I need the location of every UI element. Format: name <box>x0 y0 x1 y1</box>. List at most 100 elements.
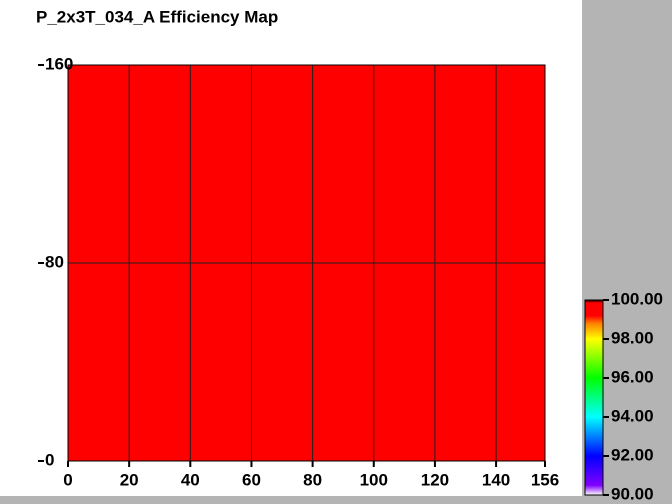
heat-cell <box>471 164 509 214</box>
heat-cell <box>434 411 473 462</box>
heat-cell <box>398 263 436 313</box>
heat-cell <box>68 164 106 214</box>
heat-cell <box>214 263 252 313</box>
x-tick-label: 120 <box>421 470 449 489</box>
heat-cell <box>288 213 326 264</box>
heat-cell <box>141 164 179 214</box>
colorbar-tick-label: 90.00 <box>611 484 654 503</box>
heat-cell <box>141 263 179 313</box>
heat-cell <box>471 65 509 115</box>
heat-cell <box>141 114 179 165</box>
x-tick-label: 20 <box>120 470 139 489</box>
heat-cell <box>68 312 106 363</box>
heat-cell <box>251 213 289 264</box>
heat-cell <box>214 362 252 412</box>
heat-cell <box>398 312 436 363</box>
heat-cell <box>178 362 216 412</box>
x-tick-label: 156 <box>531 470 559 489</box>
y-tick-label: 80 <box>45 252 64 271</box>
heat-cell <box>178 213 216 264</box>
colorbar-tick-label: 100.00 <box>611 289 663 308</box>
heat-cell <box>288 114 326 165</box>
heat-cell <box>68 362 106 412</box>
plot-area <box>68 65 546 462</box>
colorbar-tick-label: 92.00 <box>611 445 654 464</box>
x-tick-label: 80 <box>303 470 322 489</box>
heat-cell <box>361 411 399 462</box>
heat-cell <box>434 164 473 214</box>
heat-cell <box>471 411 509 462</box>
heat-cell <box>324 312 363 363</box>
heat-cell <box>508 362 546 412</box>
heat-cell <box>178 65 216 115</box>
heat-cell <box>251 114 289 165</box>
heat-cell <box>251 164 289 214</box>
heat-cell <box>141 362 179 412</box>
colorbar-tick-label: 98.00 <box>611 328 654 347</box>
heat-cell <box>214 213 252 264</box>
heat-cell <box>434 65 473 115</box>
heat-cell <box>508 411 546 462</box>
heat-cell <box>288 164 326 214</box>
heat-cell <box>434 213 473 264</box>
heat-cell <box>288 411 326 462</box>
heat-cell <box>508 164 546 214</box>
heat-cell <box>361 164 399 214</box>
heat-cell <box>288 263 326 313</box>
heat-cell <box>508 65 546 115</box>
heat-cell <box>178 263 216 313</box>
heat-cell <box>361 362 399 412</box>
heat-cell <box>68 114 106 165</box>
heat-cell <box>361 263 399 313</box>
heat-cell <box>104 263 142 313</box>
heat-cell <box>471 263 509 313</box>
heat-cell <box>471 213 509 264</box>
heat-cell <box>508 114 546 165</box>
heat-cell <box>398 362 436 412</box>
heat-cell <box>398 114 436 165</box>
colorbar-fill <box>584 299 604 496</box>
heat-cell <box>251 362 289 412</box>
plot-frame <box>67 64 546 462</box>
heat-cell <box>178 164 216 214</box>
x-tick-label: 60 <box>242 470 261 489</box>
heat-cell <box>251 411 289 462</box>
heat-cell <box>141 213 179 264</box>
colorbar: 90.00 92.00 94.00 96.00 98.00 100.00 <box>584 289 663 503</box>
heat-cell <box>68 411 106 462</box>
heat-cell <box>324 213 363 264</box>
heat-cell <box>361 312 399 363</box>
x-tick-label: 40 <box>181 470 200 489</box>
heat-cell <box>508 263 546 313</box>
heat-cell <box>104 362 142 412</box>
heat-cell <box>104 213 142 264</box>
heat-cell <box>324 263 363 313</box>
x-tick-label: 140 <box>482 470 510 489</box>
heat-cell <box>434 263 473 313</box>
heat-cell <box>214 65 252 115</box>
heat-cell <box>324 114 363 165</box>
heat-cell <box>434 114 473 165</box>
x-tick-label: 0 <box>63 470 72 489</box>
heat-cell <box>178 411 216 462</box>
heat-cell <box>214 411 252 462</box>
heat-cell <box>361 114 399 165</box>
y-tick-label: 0 <box>45 450 54 469</box>
heat-cell <box>68 213 106 264</box>
chart-title: P_2x3T_034_A Efficiency Map <box>36 7 278 26</box>
heat-cell <box>288 65 326 115</box>
heat-cell <box>178 114 216 165</box>
heat-cell <box>214 114 252 165</box>
heat-cell <box>288 362 326 412</box>
heat-cell <box>104 65 142 115</box>
heat-cell <box>178 312 216 363</box>
colorbar-tick-label: 94.00 <box>611 406 654 425</box>
heat-cell <box>104 114 142 165</box>
heat-cell <box>324 65 363 115</box>
bottom-strip <box>0 496 582 504</box>
heat-cell <box>214 312 252 363</box>
heat-cell <box>68 65 106 115</box>
heat-cell <box>214 164 252 214</box>
heat-cell <box>471 312 509 363</box>
y-tick-label: 160 <box>45 54 73 73</box>
